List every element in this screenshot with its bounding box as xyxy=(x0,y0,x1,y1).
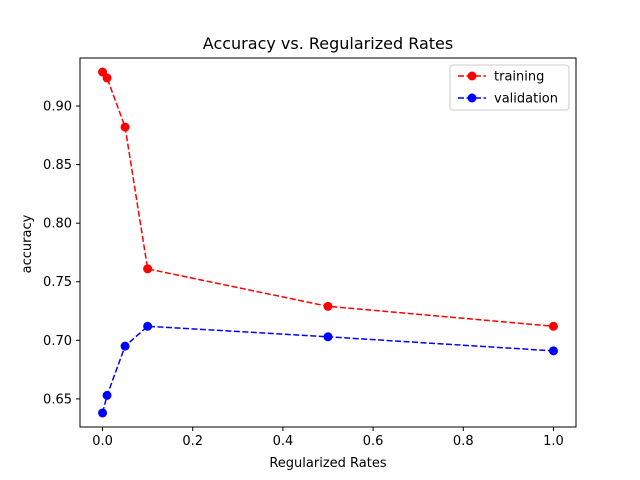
data-point-validation xyxy=(143,321,153,331)
data-point-validation xyxy=(120,341,130,351)
plot-area xyxy=(98,67,558,418)
y-tick-label: 0.65 xyxy=(43,392,72,407)
data-point-validation xyxy=(102,390,112,400)
x-tick-label: 0.6 xyxy=(363,434,384,449)
y-axis-label: accuracy xyxy=(20,214,35,273)
data-point-validation xyxy=(548,346,558,356)
legend-label-validation: validation xyxy=(494,92,558,107)
legend-label-training: training xyxy=(494,70,544,85)
chart-title: Accuracy vs. Regularized Rates xyxy=(203,34,453,53)
data-point-training xyxy=(102,73,112,83)
y-tick-label: 0.85 xyxy=(43,158,72,173)
series-line-training xyxy=(101,71,554,328)
x-tick-label: 0.0 xyxy=(92,434,113,449)
y-tick-label: 0.70 xyxy=(43,334,72,349)
plot-frame xyxy=(79,57,577,428)
y-tick-label: 0.90 xyxy=(43,100,72,115)
data-point-training xyxy=(143,264,153,274)
x-tick-label: 0.4 xyxy=(273,434,294,449)
data-point-training xyxy=(548,321,558,331)
legend-marker-validation xyxy=(467,93,477,103)
x-tick-label: 0.2 xyxy=(182,434,203,449)
y-tick-label: 0.80 xyxy=(43,217,72,232)
y-tick-label: 0.75 xyxy=(43,275,72,290)
series-line-validation xyxy=(101,325,554,414)
data-point-training xyxy=(323,301,333,311)
data-point-training xyxy=(120,122,130,132)
data-point-validation xyxy=(323,332,333,342)
x-tick-label: 0.8 xyxy=(453,434,474,449)
data-point-validation xyxy=(98,408,108,418)
axes: 0.0 0.2 0.4 0.6 0.8 1.0 0.65 0.70 0.75 0.80 0.85 0.… xyxy=(43,57,577,449)
legend-marker-training xyxy=(467,71,477,81)
x-tick-label: 1.0 xyxy=(543,434,564,449)
legend: training validation xyxy=(449,64,570,111)
x-axis-label: Regularized Rates xyxy=(269,456,386,471)
